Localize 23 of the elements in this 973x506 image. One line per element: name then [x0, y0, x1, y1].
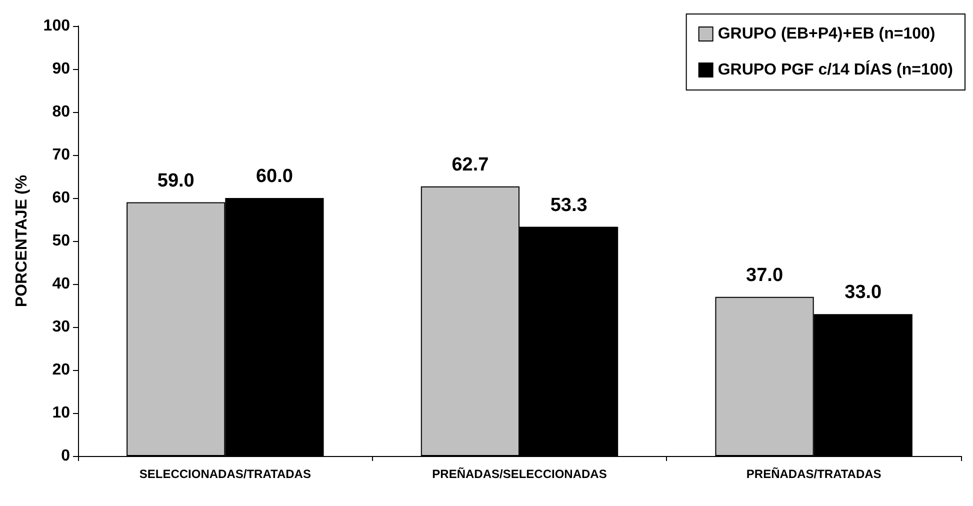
y-tick-label: 60: [52, 190, 70, 206]
y-tick-label: 80: [52, 104, 70, 120]
y-axis-title: PORCENTAJE (%: [14, 174, 30, 308]
y-tick-label: 10: [52, 404, 70, 422]
y-tick-label: 0: [61, 448, 70, 464]
y-tick-label: 30: [52, 318, 70, 336]
data-label: 62.7: [452, 154, 489, 176]
data-label: 33.0: [844, 282, 882, 304]
x-tick-label: PREÑADAS/TRATADAS: [746, 467, 882, 481]
y-tick-label: 100: [43, 18, 70, 34]
data-label: 53.3: [550, 194, 588, 216]
x-tick-label: PREÑADAS/SELECCIONADAS: [432, 467, 607, 481]
data-label: 37.0: [746, 264, 784, 286]
y-tick-label: 70: [52, 146, 70, 164]
y-tick-label: 50: [52, 232, 70, 250]
x-tick-label: SELECCIONADAS/TRATADAS: [139, 467, 311, 481]
legend-label: GRUPO PGF c/14 DÍAS (n=100): [718, 60, 954, 78]
data-label: 60.0: [256, 166, 293, 187]
y-tick-label: 90: [52, 60, 70, 78]
legend-label: GRUPO (EB+P4)+EB (n=100): [718, 26, 936, 42]
y-tick-label: 20: [52, 362, 70, 378]
data-label: 59.0: [157, 170, 194, 192]
y-tick-label: 40: [52, 276, 70, 292]
